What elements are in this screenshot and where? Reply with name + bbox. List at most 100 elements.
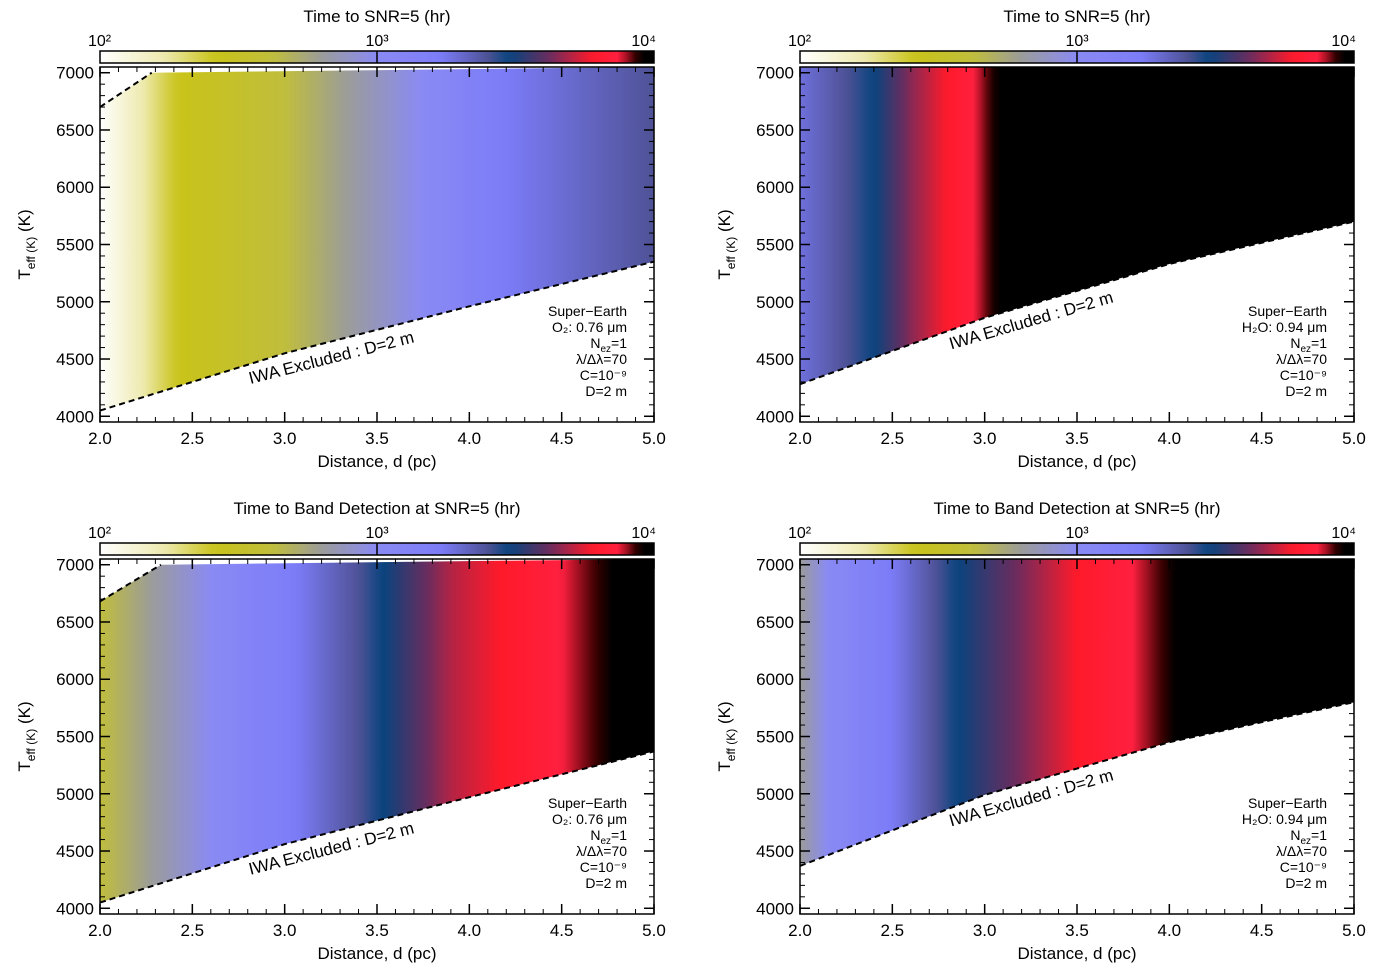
x-tick-label: 2.5 <box>181 429 205 448</box>
x-tick-label: 4.5 <box>1250 921 1274 940</box>
x-tick-label: 2.5 <box>881 921 905 940</box>
upper-boundary-line <box>99 563 162 603</box>
heatmap-fill <box>100 559 654 903</box>
x-tick-label: 5.0 <box>642 921 666 940</box>
y-tick-label: 6000 <box>56 178 94 197</box>
chart-panel-4: Time to Band Detection at SNR=5 (hr) 10² 1… <box>715 499 1366 963</box>
annotation-line: C=10⁻⁹ <box>580 859 627 875</box>
y-tick-label: 6500 <box>56 121 94 140</box>
x-tick-label: 4.5 <box>1250 429 1274 448</box>
panel-title: Time to SNR=5 (hr) <box>303 7 450 26</box>
x-tick-label: 3.5 <box>1065 429 1089 448</box>
y-tick-label: 5000 <box>756 785 794 804</box>
x-tick-label: 4.5 <box>550 429 574 448</box>
x-tick-label: 4.5 <box>550 921 574 940</box>
colorbar-tick-label: 10³ <box>1065 525 1089 542</box>
y-axis-label: Teff (K) (K) <box>715 701 738 771</box>
y-tick-label: 5000 <box>56 785 94 804</box>
y-tick-label: 7000 <box>56 64 94 83</box>
annotation-line: Nez=1 <box>590 827 627 847</box>
y-tick-label: 4000 <box>56 407 94 426</box>
y-tick-label: 6000 <box>756 670 794 689</box>
y-axis-label: Teff (K) (K) <box>15 701 38 771</box>
y-tick-label: 7000 <box>756 64 794 83</box>
iwa-boundary-line <box>799 701 1355 867</box>
x-tick-label: 3.5 <box>365 429 389 448</box>
colorbar-tick-label: 10³ <box>1065 33 1089 50</box>
y-tick-label: 4000 <box>56 899 94 918</box>
x-tick-label: 3.0 <box>273 921 297 940</box>
annotation-line: Super−Earth <box>548 795 627 811</box>
annotation-line: λ/Δλ=70 <box>576 351 627 367</box>
annotation-line: Nez=1 <box>590 335 627 355</box>
y-tick-label: 4000 <box>756 407 794 426</box>
annotation-line: Nez=1 <box>1290 827 1327 847</box>
colorbar-tick-label: 10² <box>788 525 812 542</box>
x-tick-label: 5.0 <box>1342 429 1366 448</box>
chart-panel-3: Time to Band Detection at SNR=5 (hr) 10² 1… <box>15 499 666 963</box>
annotation-line: Super−Earth <box>1248 303 1327 319</box>
y-tick-label: 5500 <box>56 728 94 747</box>
colorbar-tick-label: 10⁴ <box>631 33 656 50</box>
x-tick-label: 5.0 <box>642 429 666 448</box>
y-tick-label: 6500 <box>756 121 794 140</box>
upper-boundary-line <box>99 71 153 108</box>
panel-title: Time to SNR=5 (hr) <box>1003 7 1150 26</box>
annotation-line: D=2 m <box>585 383 627 399</box>
x-tick-label: 2.0 <box>88 429 112 448</box>
annotation-line: C=10⁻⁹ <box>1280 367 1327 383</box>
x-tick-label: 4.0 <box>458 429 482 448</box>
colorbar-tick-label: 10³ <box>365 33 389 50</box>
x-tick-label: 2.0 <box>788 429 812 448</box>
heatmap-fill <box>800 559 1354 866</box>
y-tick-label: 7000 <box>756 556 794 575</box>
y-tick-label: 5000 <box>756 293 794 312</box>
annotation-line: D=2 m <box>1285 875 1327 891</box>
colorbar-tick-label: 10² <box>88 525 112 542</box>
annotation-line: λ/Δλ=70 <box>1276 843 1327 859</box>
y-tick-label: 5500 <box>756 728 794 747</box>
iwa-boundary-line <box>799 220 1355 386</box>
x-tick-label: 3.5 <box>1065 921 1089 940</box>
annotation-line: D=2 m <box>1285 383 1327 399</box>
x-tick-label: 4.0 <box>1158 921 1182 940</box>
y-tick-label: 5500 <box>56 236 94 255</box>
colorbar-tick-label: 10⁴ <box>631 525 656 542</box>
annotation-line: D=2 m <box>585 875 627 891</box>
annotation-line: H₂O: 0.94 μm <box>1242 319 1327 335</box>
colorbar-tick-label: 10² <box>88 33 112 50</box>
colorbar-tick-label: 10⁴ <box>1331 525 1356 542</box>
colorbar-tick-label: 10⁴ <box>1331 33 1356 50</box>
annotation-line: λ/Δλ=70 <box>576 843 627 859</box>
y-tick-label: 6500 <box>56 613 94 632</box>
x-tick-label: 3.0 <box>273 429 297 448</box>
annotation-line: Super−Earth <box>548 303 627 319</box>
heatmap-fill <box>100 67 654 411</box>
panel-title: Time to Band Detection at SNR=5 (hr) <box>933 499 1220 518</box>
x-tick-label: 3.0 <box>973 921 997 940</box>
annotation-line: Nez=1 <box>1290 335 1327 355</box>
x-axis-label: Distance, d (pc) <box>1017 944 1136 963</box>
x-tick-label: 2.5 <box>181 921 205 940</box>
x-tick-label: 2.0 <box>788 921 812 940</box>
annotation-line: O₂: 0.76 μm <box>552 811 627 827</box>
annotation-line: C=10⁻⁹ <box>1280 859 1327 875</box>
x-tick-label: 3.5 <box>365 921 389 940</box>
heatmap-fill <box>800 67 1354 385</box>
annotation-line: Super−Earth <box>1248 795 1327 811</box>
x-axis-label: Distance, d (pc) <box>317 944 436 963</box>
y-tick-label: 5500 <box>756 236 794 255</box>
annotation-line: H₂O: 0.94 μm <box>1242 811 1327 827</box>
colorbar-tick-label: 10³ <box>365 525 389 542</box>
y-tick-label: 4500 <box>56 350 94 369</box>
annotation-line: λ/Δλ=70 <box>1276 351 1327 367</box>
x-tick-label: 5.0 <box>1342 921 1366 940</box>
panel-title: Time to Band Detection at SNR=5 (hr) <box>233 499 520 518</box>
x-axis-label: Distance, d (pc) <box>1017 452 1136 471</box>
y-axis-label: Teff (K) (K) <box>715 209 738 279</box>
annotation-line: C=10⁻⁹ <box>580 367 627 383</box>
x-tick-label: 4.0 <box>1158 429 1182 448</box>
